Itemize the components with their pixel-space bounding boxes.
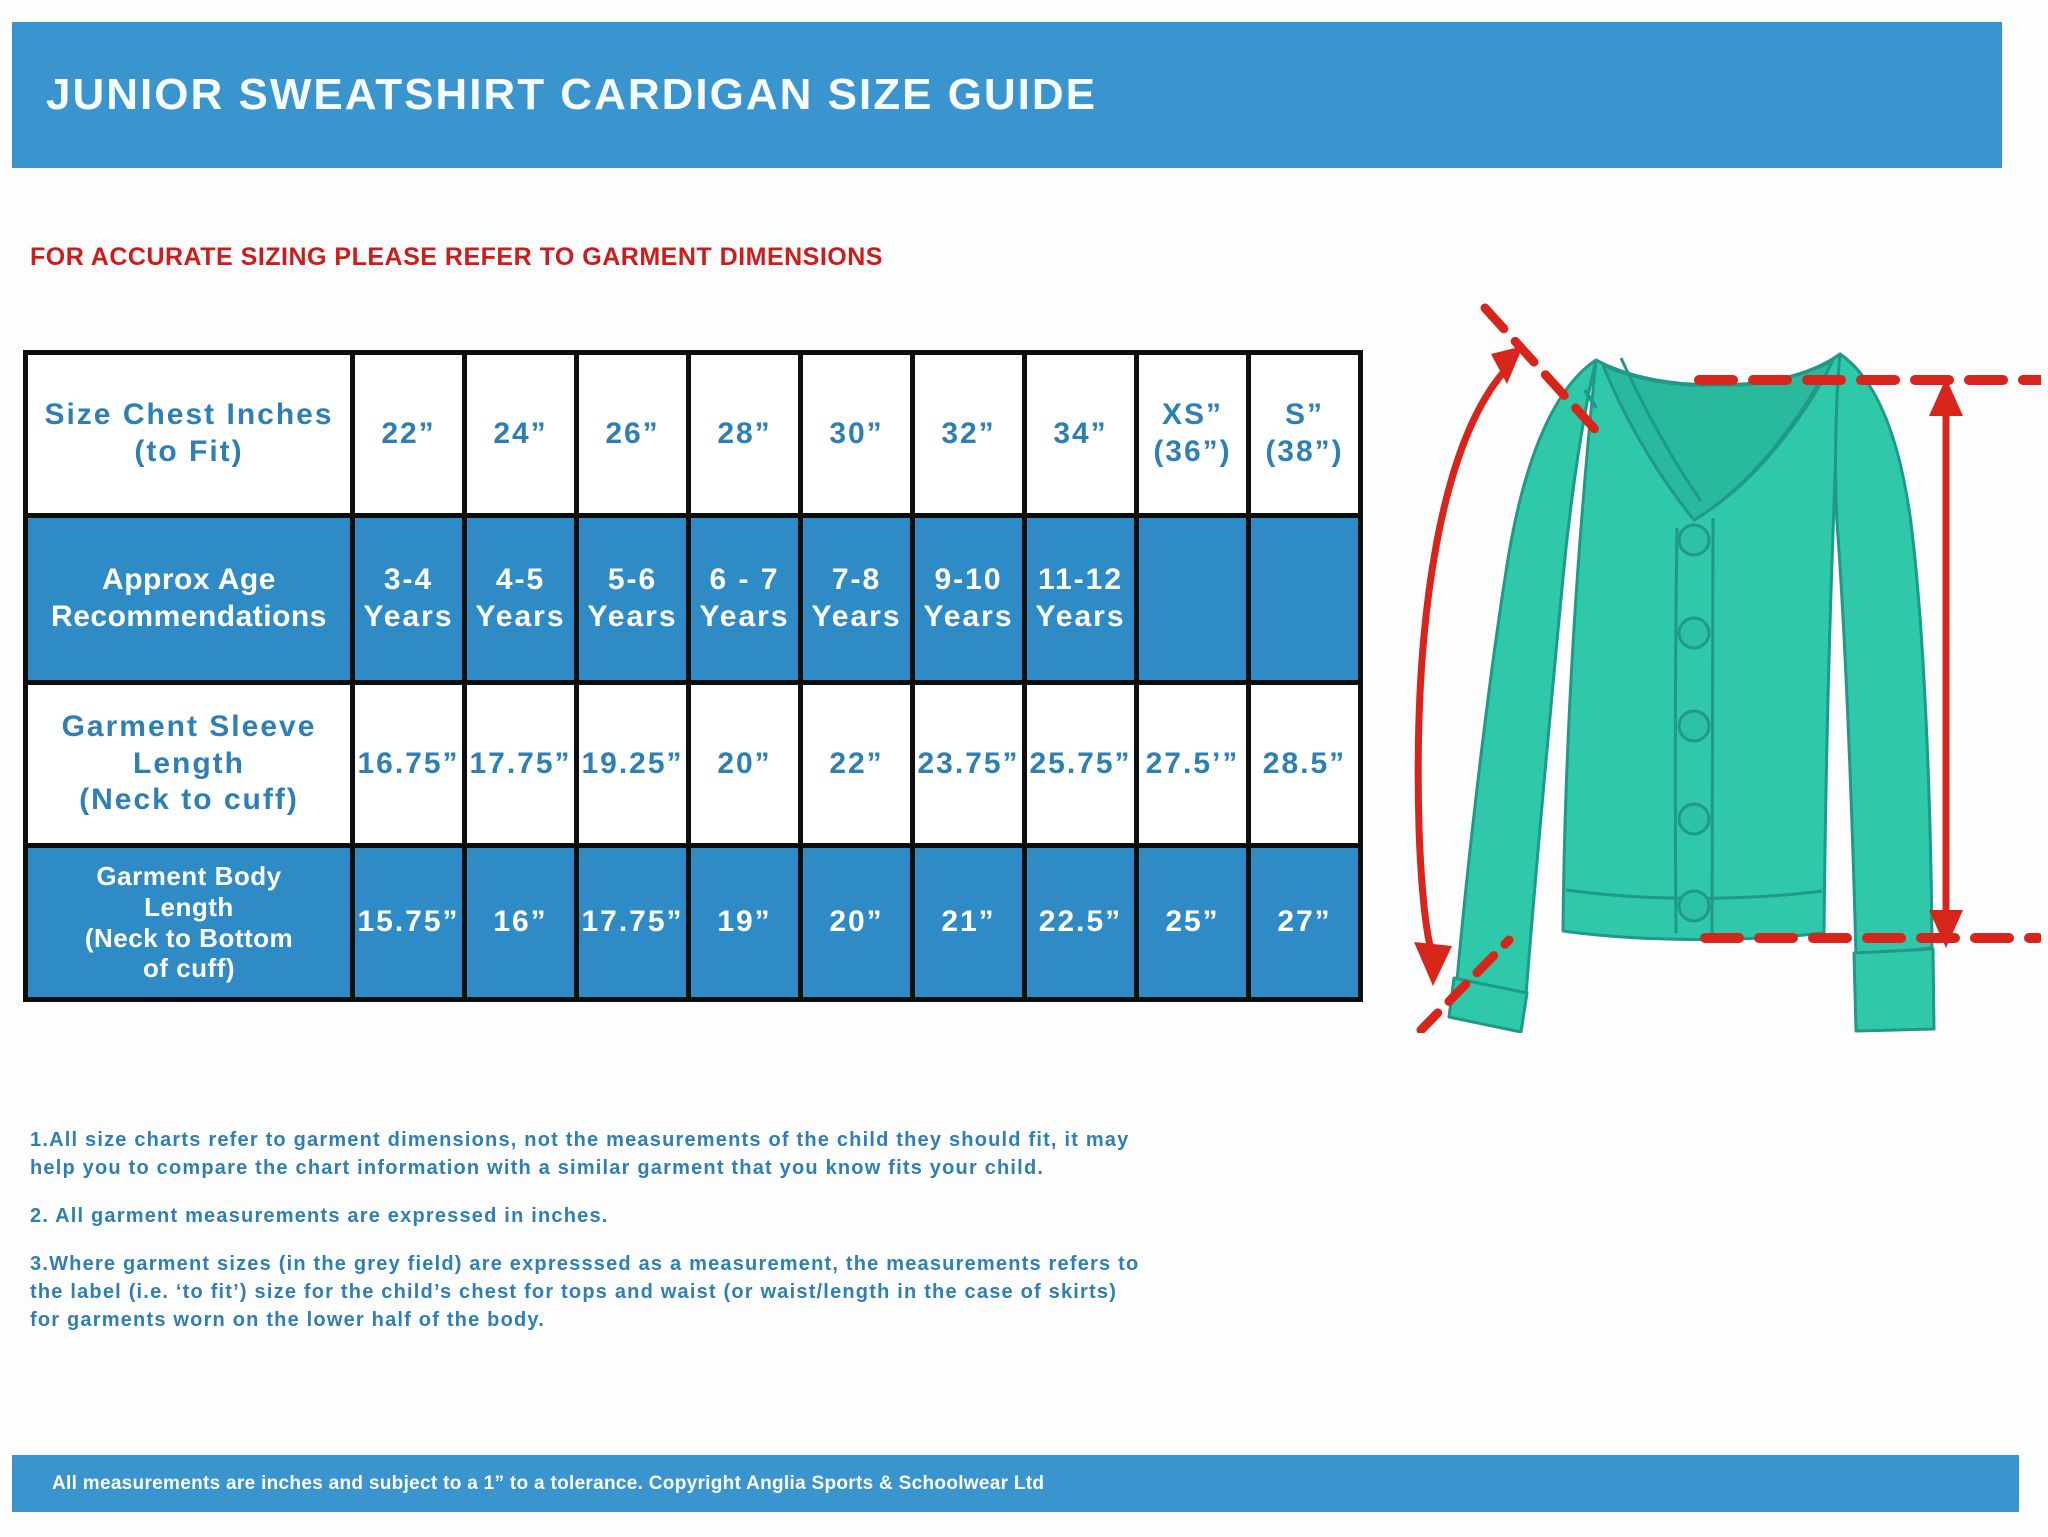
table-cell: 28.5” [1246, 680, 1363, 848]
sleeve-length-arc [1414, 362, 1513, 958]
cardigan-right-cuff [1852, 947, 1936, 1033]
table-cell: 19” [686, 843, 803, 1002]
table-cell [1246, 513, 1363, 685]
table-cell: 17.75” [574, 843, 691, 1002]
sleeve-arrowhead-top [1491, 346, 1523, 384]
table-cell: XS” (36”) [1134, 350, 1251, 518]
table-cell: 17.75” [462, 680, 579, 848]
cardigan-buttons [1677, 523, 1711, 923]
table-row-sleeve-length: Garment Sleeve Length (Neck to cuff) 16.… [23, 680, 1363, 848]
table-cell: 11-12 Years [1022, 513, 1139, 685]
sizing-instruction: FOR ACCURATE SIZING PLEASE REFER TO GARM… [30, 243, 883, 271]
table-cell: 25.75” [1022, 680, 1139, 848]
note-1: 1.All size charts refer to garment dimen… [30, 1129, 1130, 1179]
page-title: JUNIOR SWEATSHIRT CARDIGAN SIZE GUIDE [46, 70, 1098, 119]
table-cell: 20” [686, 680, 803, 848]
body-length-arrowhead-down [1929, 910, 1963, 948]
button-5 [1677, 889, 1711, 923]
button-4 [1677, 802, 1711, 836]
table-cell: 27” [1246, 843, 1363, 1002]
row-label-sleeve-length: Garment Sleeve Length (Neck to cuff) [23, 680, 355, 848]
table-cell: 3-4 Years [350, 513, 467, 685]
footer-bar: All measurements are inches and subject … [12, 1455, 2019, 1512]
table-cell: S” (38”) [1246, 350, 1363, 518]
table-cell: 9-10 Years [910, 513, 1027, 685]
body-length-arrowhead-up [1929, 378, 1963, 416]
button-placket [1673, 517, 1715, 936]
shoulder-measure-dashed-line [1480, 303, 1606, 441]
note-2: 2. All garment measurements are expresse… [30, 1205, 609, 1227]
table-cell: 27.5’” [1134, 680, 1251, 848]
cardigan-diagram [1393, 288, 2046, 1035]
table-cell: 22” [798, 680, 915, 848]
collar-band-right [1714, 375, 1825, 508]
table-cell: 6 - 7 Years [686, 513, 803, 685]
table-cell: 24” [462, 350, 579, 518]
table-cell: 34” [1022, 350, 1139, 518]
footer-text: All measurements are inches and subject … [52, 1472, 1045, 1494]
table-cell: 22.5” [1022, 843, 1139, 1002]
table-cell: 16” [462, 843, 579, 1002]
table-cell: 23.75” [910, 680, 1027, 848]
table-cell: 20” [798, 843, 915, 1002]
table-cell: 5-6 Years [574, 513, 691, 685]
row-label-chest-size: Size Chest Inches (to Fit) [23, 350, 355, 518]
table-row-age: Approx Age Recommendations 3-4 Years 4-5… [23, 513, 1363, 685]
row-label-age: Approx Age Recommendations [23, 513, 355, 685]
table-cell: 28” [686, 350, 803, 518]
measurement-lines [1414, 303, 2046, 1035]
table-cell: 4-5 Years [462, 513, 579, 685]
cuff-measure-dashed-line [1416, 935, 1514, 1035]
table-cell: 30” [798, 350, 915, 518]
row-label-body-length: Garment Body Length (Neck to Bottom of c… [23, 843, 355, 1002]
table-cell: 21” [910, 843, 1027, 1002]
table-cell: 7-8 Years [798, 513, 915, 685]
table-cell: 16.75” [350, 680, 467, 848]
header-bar: JUNIOR SWEATSHIRT CARDIGAN SIZE GUIDE [12, 22, 2002, 168]
button-3 [1677, 709, 1711, 743]
table-row-chest-size: Size Chest Inches (to Fit) 22” 24” 26” 2… [23, 350, 1363, 518]
notes-section: 1.All size charts refer to garment dimen… [30, 1126, 1330, 1354]
table-cell: 15.75” [350, 843, 467, 1002]
collar-band-left [1619, 357, 1703, 502]
size-guide-table: Size Chest Inches (to Fit) 22” 24” 26” 2… [23, 350, 1363, 1002]
cardigan-right-sleeve [1834, 352, 1934, 958]
table-cell [1134, 513, 1251, 685]
button-2 [1677, 616, 1711, 650]
table-cell: 25” [1134, 843, 1251, 1002]
table-cell: 26” [574, 350, 691, 518]
shoulder-seam-tick [1583, 388, 1598, 410]
note-3: 3.Where garment sizes (in the grey field… [30, 1253, 1140, 1331]
table-row-body-length: Garment Body Length (Neck to Bottom of c… [23, 843, 1363, 1002]
table-cell: 19.25” [574, 680, 691, 848]
button-1 [1677, 523, 1711, 557]
sleeve-arrowhead-bottom [1414, 942, 1452, 986]
table-cell: 32” [910, 350, 1027, 518]
cardigan-neck-opening [1600, 356, 1837, 522]
cardigan-illustration [1414, 303, 2046, 1035]
table-cell: 22” [350, 350, 467, 518]
